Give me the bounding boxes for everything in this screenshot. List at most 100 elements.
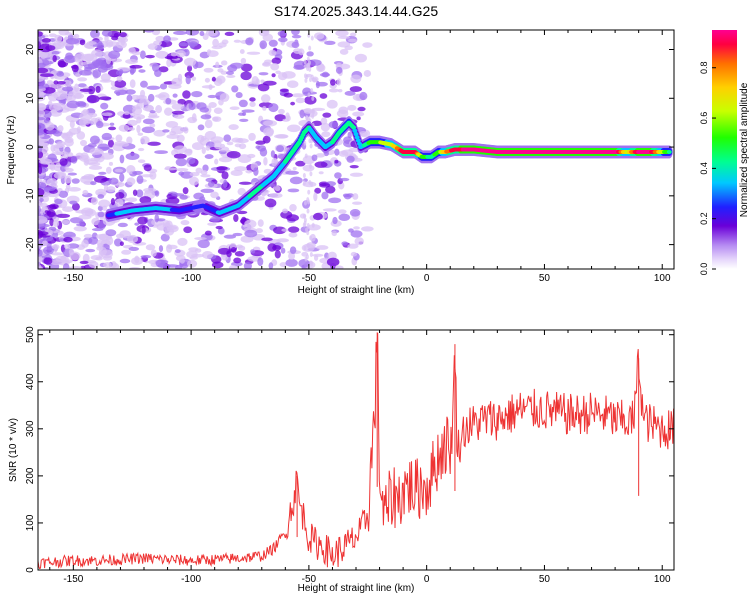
noise-blob xyxy=(306,208,310,214)
noise-blob xyxy=(62,263,70,269)
noise-blob xyxy=(299,109,305,119)
noise-blob xyxy=(101,112,113,117)
noise-blob xyxy=(307,59,322,66)
noise-blob xyxy=(347,104,357,111)
noise-blob xyxy=(80,265,86,269)
noise-blob xyxy=(126,234,139,244)
noise-blob xyxy=(352,201,363,205)
noise-blob xyxy=(107,139,114,148)
noise-blob xyxy=(177,237,188,247)
noise-blob xyxy=(200,114,212,120)
noise-blob xyxy=(107,41,120,47)
colorbar-ticks: 0.0 0.2 0.4 0.6 0.8 xyxy=(699,61,716,275)
noise-blob xyxy=(362,42,373,48)
noise-blob xyxy=(74,53,85,62)
noise-blob xyxy=(257,257,264,267)
noise-blob xyxy=(159,83,168,90)
noise-blob xyxy=(197,124,205,131)
noise-blob xyxy=(265,128,274,137)
noise-blob xyxy=(88,162,101,166)
noise-blob xyxy=(44,122,55,131)
noise-blob xyxy=(191,91,203,98)
noise-blob xyxy=(173,145,188,154)
noise-blob xyxy=(304,95,317,105)
noise-blob xyxy=(115,198,124,207)
noise-blob xyxy=(58,60,67,68)
noise-blob xyxy=(239,118,249,123)
noise-blob xyxy=(221,39,229,45)
noise-blob xyxy=(62,206,74,213)
noise-blob xyxy=(132,51,141,56)
noise-blob xyxy=(46,209,56,217)
noise-blob xyxy=(43,187,56,192)
noise-blob xyxy=(183,57,197,67)
noise-blob xyxy=(286,80,299,89)
noise-blob xyxy=(338,150,349,157)
noise-blob xyxy=(178,171,185,176)
noise-blob xyxy=(328,88,339,93)
noise-blob xyxy=(357,106,366,112)
noise-blob xyxy=(349,86,362,93)
noise-blob xyxy=(43,246,54,255)
noise-blob xyxy=(75,152,84,160)
noise-blob xyxy=(277,30,287,37)
noise-blob xyxy=(320,117,328,125)
colorbar-tick-label: 0.6 xyxy=(699,112,709,125)
x-tick-label: 0 xyxy=(424,273,430,284)
noise-blob xyxy=(39,73,54,78)
noise-blob xyxy=(38,67,49,74)
spectrogram-ylabel: Frequency (Hz) xyxy=(6,116,17,185)
noise-blob xyxy=(125,152,140,160)
noise-blob xyxy=(188,176,199,186)
noise-blob xyxy=(43,118,50,124)
ridge-core xyxy=(352,128,358,133)
noise-blob xyxy=(287,226,300,233)
noise-blob xyxy=(105,166,112,174)
noise-blob xyxy=(100,152,114,160)
noise-blob xyxy=(226,70,234,76)
noise-blob xyxy=(293,48,303,55)
noise-blob xyxy=(307,32,311,38)
noise-blob xyxy=(38,188,45,197)
noise-blob xyxy=(257,145,267,152)
noise-blob xyxy=(291,93,305,98)
noise-blob xyxy=(314,161,328,168)
noise-blob xyxy=(186,259,198,268)
noise-blob xyxy=(101,132,113,141)
noise-blob xyxy=(125,58,139,64)
noise-blob xyxy=(194,236,207,241)
noise-blob xyxy=(86,95,100,103)
noise-blob xyxy=(321,131,331,138)
noise-blob xyxy=(126,177,136,186)
noise-blob xyxy=(118,69,124,75)
noise-blob xyxy=(229,106,240,111)
noise-blob xyxy=(241,63,253,72)
noise-blob xyxy=(143,164,152,172)
noise-blob xyxy=(201,85,216,89)
noise-blob xyxy=(316,245,329,250)
noise-blob xyxy=(128,246,140,251)
snr-frame xyxy=(37,329,675,571)
ridge-core xyxy=(353,132,359,137)
colorbar-tick-label: 0.2 xyxy=(699,212,709,225)
noise-blob xyxy=(215,225,223,230)
noise-blob xyxy=(285,258,298,267)
noise-blob xyxy=(114,238,122,247)
noise-blob xyxy=(67,187,81,192)
noise-blob xyxy=(332,216,338,225)
noise-blob xyxy=(95,233,109,240)
noise-blob xyxy=(257,219,264,227)
noise-blob xyxy=(206,50,219,58)
noise-blob xyxy=(38,31,43,37)
noise-blob xyxy=(154,69,162,77)
noise-blob xyxy=(233,214,239,223)
noise-blob xyxy=(253,167,259,176)
noise-blob xyxy=(354,237,364,246)
noise-blob xyxy=(38,116,46,121)
noise-blob xyxy=(204,130,217,140)
noise-blob xyxy=(324,40,336,45)
noise-blob xyxy=(303,220,307,226)
noise-blob xyxy=(218,156,233,163)
noise-blob xyxy=(109,122,115,126)
noise-blob xyxy=(66,152,74,158)
